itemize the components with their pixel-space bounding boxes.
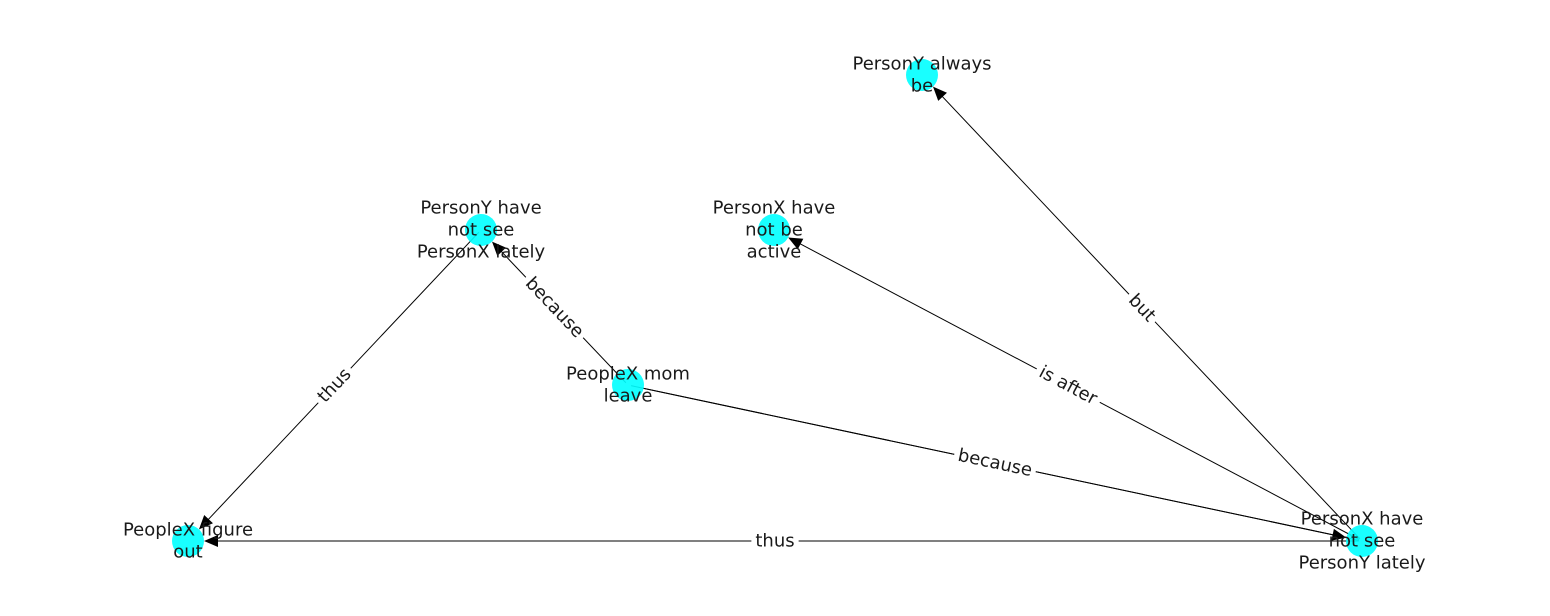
node-label-n2: PersonY have not see PersonX lately xyxy=(417,198,546,263)
node-label-n5: PeopleX figure out xyxy=(123,520,253,563)
node-label-n6: PersonX have not see PersonY lately xyxy=(1298,509,1425,574)
node-label-line: PersonY lately xyxy=(1298,553,1425,574)
node-label-line: out xyxy=(173,542,202,563)
node-label-line: not see xyxy=(1329,531,1396,552)
node-n1 xyxy=(906,59,938,91)
node-label-n1: PersonY always be xyxy=(852,54,991,97)
node-label-n4: PeopleX mom leave xyxy=(566,364,690,407)
edge-label-background xyxy=(1120,286,1164,330)
node-label-line: PersonX lately xyxy=(417,242,546,263)
node-label-line: PersonX have xyxy=(713,198,836,219)
arrowhead-e1 xyxy=(932,86,947,101)
node-n6 xyxy=(1346,525,1378,557)
arrowhead-e4 xyxy=(1331,528,1347,541)
node-n2 xyxy=(465,214,497,246)
node-label-line: PeopleX figure xyxy=(123,520,253,541)
edge-label-e3: because xyxy=(951,443,1039,483)
node-label-line: leave xyxy=(604,386,653,407)
node-label-line: be xyxy=(911,76,934,97)
edge-label-background xyxy=(517,269,592,346)
edge-label-e2: is after xyxy=(1031,358,1106,413)
edge-label-text: because xyxy=(956,445,1034,481)
arrowhead-e2 xyxy=(788,237,804,250)
edge-label-background xyxy=(951,443,1039,483)
node-label-line: not be xyxy=(745,220,803,241)
node-label-line: PersonX have xyxy=(1301,509,1424,530)
node-label-line: PeopleX mom xyxy=(566,364,690,385)
arrowhead-e6 xyxy=(198,515,213,530)
node-label-line: PersonY have xyxy=(420,198,541,219)
arrowhead-e7 xyxy=(204,535,218,547)
node-label-line: active xyxy=(747,242,802,263)
edge-label-text: because xyxy=(521,273,588,342)
edge-label-background xyxy=(1031,358,1106,413)
node-label-n3: PersonX have not be active xyxy=(713,198,836,263)
edge-label-text: thus xyxy=(755,531,794,552)
arrowhead-e5 xyxy=(492,241,506,256)
node-label-line: not see xyxy=(448,220,515,241)
edge-label-e7: thus xyxy=(751,529,799,553)
edge-label-background xyxy=(309,360,360,411)
node-n4 xyxy=(612,369,644,401)
node-label-line: PersonY always xyxy=(852,54,991,75)
node-n3 xyxy=(758,214,790,246)
node-n5 xyxy=(172,525,204,557)
edges-layer xyxy=(198,86,1361,547)
edge-label-e5: because xyxy=(517,269,592,346)
nodes-layer xyxy=(172,59,1378,557)
edge-label-background xyxy=(751,529,799,553)
